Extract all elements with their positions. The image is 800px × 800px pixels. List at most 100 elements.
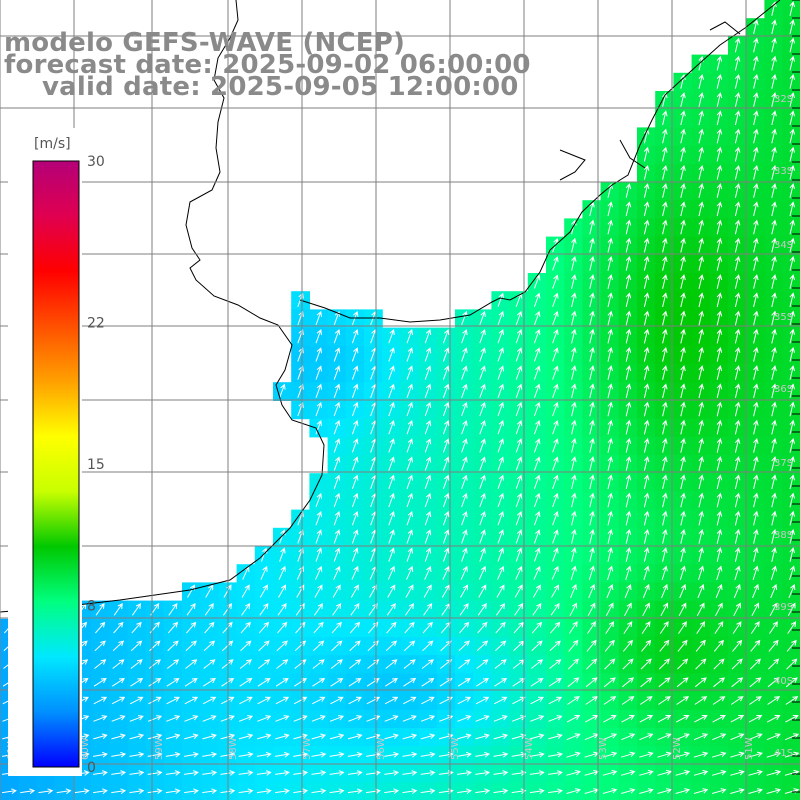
wind-arrow bbox=[166, 715, 181, 722]
speed-cell bbox=[673, 564, 693, 583]
wind-arrow bbox=[607, 237, 613, 253]
speed-cell bbox=[436, 418, 456, 438]
speed-cell bbox=[455, 655, 474, 674]
wind-arrow bbox=[147, 751, 163, 758]
wind-arrow bbox=[625, 456, 632, 471]
speed-cell bbox=[436, 382, 456, 401]
speed-cell bbox=[491, 473, 511, 492]
wind-arrow bbox=[716, 110, 723, 126]
wind-arrow bbox=[496, 584, 505, 598]
wind-arrow bbox=[475, 696, 490, 705]
speed-cell bbox=[109, 673, 128, 693]
speed-cell bbox=[345, 600, 365, 620]
wind-arrow bbox=[589, 437, 595, 453]
wind-arrow bbox=[221, 659, 234, 669]
speed-cell bbox=[491, 655, 511, 674]
wind-arrow bbox=[769, 602, 778, 617]
wind-arrow bbox=[332, 603, 342, 616]
title-model: modelo GEFS-WAVE (NCEP) bbox=[4, 28, 406, 58]
wind-arrow bbox=[387, 584, 396, 598]
wind-arrow bbox=[789, 456, 795, 471]
speed-cell bbox=[309, 345, 329, 365]
wind-arrow bbox=[167, 640, 179, 652]
speed-cell bbox=[364, 364, 383, 383]
wind-arrow bbox=[657, 751, 672, 758]
speed-cell bbox=[345, 418, 365, 438]
speed-cell bbox=[691, 637, 711, 656]
wind-arrow bbox=[220, 696, 235, 705]
speed-cell bbox=[327, 546, 347, 565]
wind-arrow bbox=[333, 511, 341, 526]
wind-arrow bbox=[202, 696, 217, 705]
wind-arrow bbox=[385, 640, 398, 652]
speed-cell bbox=[709, 600, 729, 620]
wind-arrow bbox=[533, 329, 541, 344]
wind-arrow bbox=[422, 640, 434, 652]
speed-cell bbox=[582, 618, 602, 638]
wind-arrow bbox=[351, 383, 359, 398]
speed-cell bbox=[382, 491, 401, 511]
wind-arrow bbox=[402, 733, 418, 740]
wind-arrow bbox=[497, 383, 504, 398]
speed-cell bbox=[491, 364, 511, 383]
wind-arrow bbox=[789, 164, 795, 180]
speed-cell bbox=[618, 691, 638, 711]
wind-arrow bbox=[643, 292, 650, 308]
wind-arrow bbox=[680, 456, 686, 471]
wind-arrow bbox=[184, 678, 198, 687]
wind-arrow bbox=[698, 401, 704, 417]
wind-arrow bbox=[366, 788, 381, 794]
wind-arrow bbox=[730, 751, 745, 758]
speed-cell bbox=[327, 455, 347, 474]
wind-arrow bbox=[351, 401, 359, 417]
wind-arrow bbox=[442, 329, 450, 344]
speed-cell bbox=[473, 600, 492, 620]
wind-arrow bbox=[293, 751, 309, 758]
wind-arrow bbox=[680, 219, 686, 235]
wind-arrow bbox=[571, 274, 577, 289]
speed-cell bbox=[309, 327, 329, 347]
speed-cell bbox=[564, 564, 583, 583]
wind-arrow bbox=[625, 437, 632, 453]
wind-arrow bbox=[624, 583, 632, 599]
wind-arrow bbox=[753, 510, 759, 526]
speed-cell bbox=[436, 582, 456, 602]
speed-cell bbox=[618, 582, 638, 602]
speed-cell bbox=[327, 637, 347, 656]
wind-arrow bbox=[457, 715, 472, 722]
speed-cell bbox=[91, 691, 110, 711]
speed-cell bbox=[418, 582, 438, 602]
wind-arrow bbox=[771, 365, 777, 380]
speed-cell bbox=[473, 691, 492, 711]
wind-arrow bbox=[348, 659, 362, 669]
wind-arrow bbox=[457, 751, 472, 758]
wind-arrow bbox=[513, 621, 524, 634]
wind-arrow bbox=[461, 529, 468, 544]
wind-arrow bbox=[329, 770, 345, 776]
wind-arrow bbox=[479, 310, 486, 326]
wind-arrow bbox=[734, 37, 741, 53]
speed-cell bbox=[382, 418, 401, 438]
wind-arrow bbox=[787, 621, 797, 634]
speed-cell bbox=[327, 691, 347, 711]
wind-arrow bbox=[202, 733, 217, 740]
wind-arrow bbox=[568, 621, 578, 634]
speed-cell bbox=[54, 637, 74, 656]
wind-arrow bbox=[698, 92, 704, 107]
wind-arrow bbox=[589, 401, 595, 417]
wind-arrow bbox=[622, 658, 634, 670]
speed-cell bbox=[382, 637, 401, 656]
wind-arrow bbox=[713, 639, 724, 652]
wind-arrow bbox=[529, 788, 545, 794]
wind-arrow bbox=[204, 603, 214, 616]
speed-cell bbox=[728, 600, 747, 620]
wind-arrow bbox=[789, 183, 795, 198]
wind-arrow bbox=[111, 696, 126, 705]
speed-cell bbox=[400, 473, 420, 492]
latitude-label: 33S bbox=[774, 166, 793, 177]
wind-arrow bbox=[698, 510, 704, 526]
wind-arrow bbox=[111, 770, 127, 776]
wind-arrow bbox=[515, 383, 523, 398]
speed-cell bbox=[0, 637, 19, 656]
wind-arrow bbox=[275, 770, 290, 776]
